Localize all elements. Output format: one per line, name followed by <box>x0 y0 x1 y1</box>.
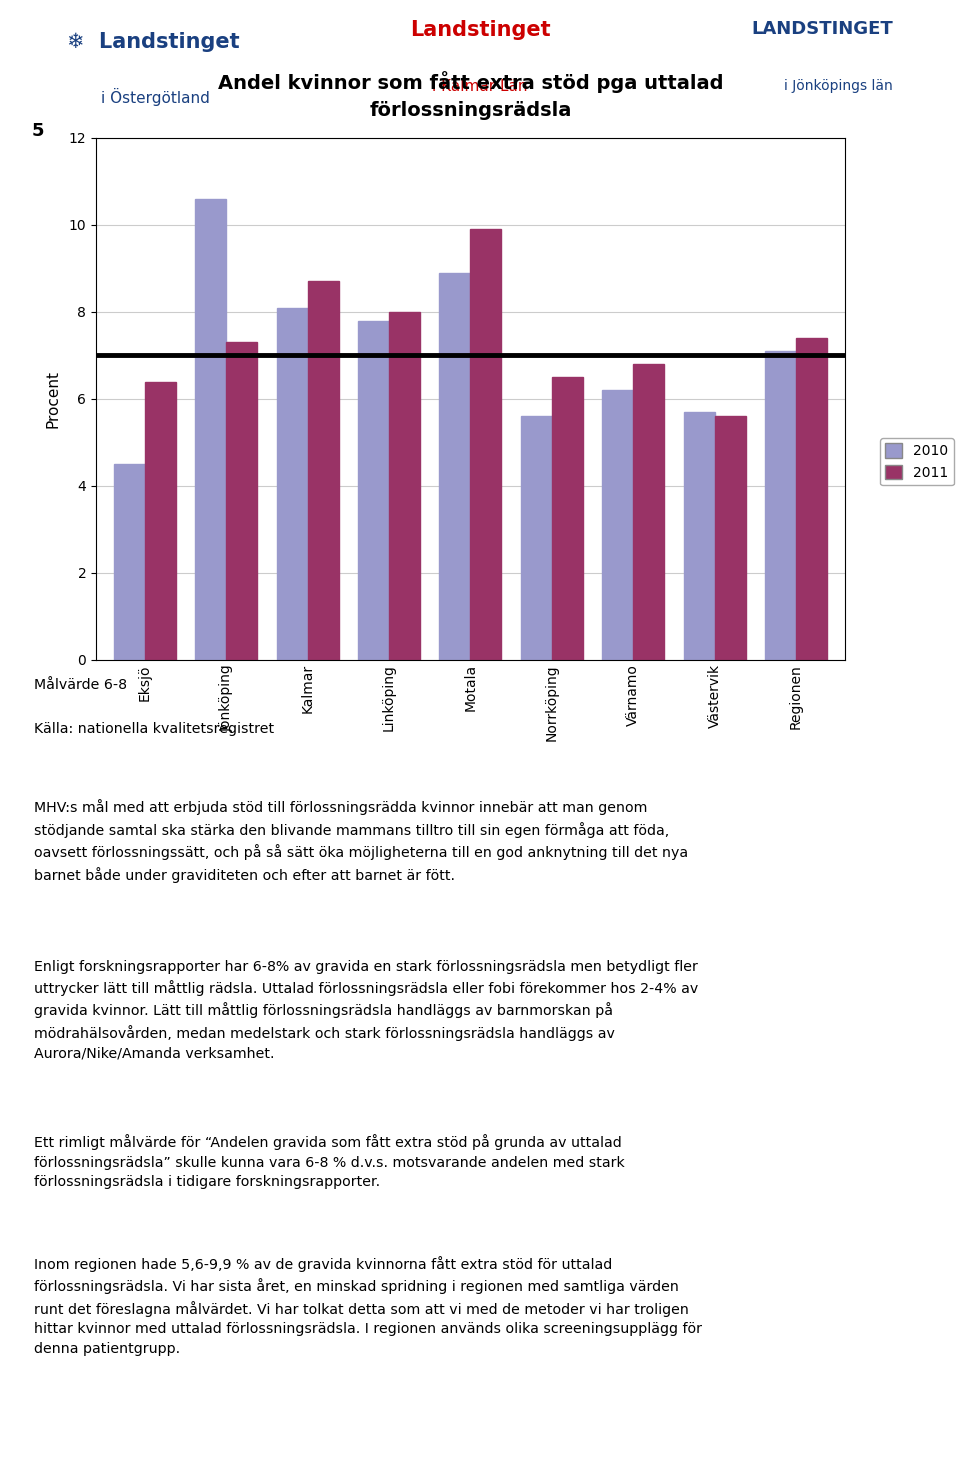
Text: i Kalmar Län: i Kalmar Län <box>432 79 528 93</box>
Text: i Jönköpings län: i Jönköpings län <box>784 79 893 93</box>
Text: Enligt forskningsrapporter har 6-8% av gravida en stark förlossningsrädsla men b: Enligt forskningsrapporter har 6-8% av g… <box>34 960 698 1060</box>
Bar <box>470 230 501 660</box>
Bar <box>389 311 420 660</box>
Bar <box>765 351 796 660</box>
Bar <box>684 412 714 660</box>
Bar <box>358 320 389 660</box>
Text: Ett rimligt målvärde för “Andelen gravida som fått extra stöd på grunda av uttal: Ett rimligt målvärde för “Andelen gravid… <box>34 1134 624 1189</box>
Bar <box>114 464 145 660</box>
Text: Landstinget: Landstinget <box>410 21 550 40</box>
Bar <box>521 417 552 660</box>
Bar <box>552 377 583 660</box>
Bar <box>227 343 257 660</box>
Bar <box>796 338 827 660</box>
Bar <box>307 282 339 660</box>
Legend: 2010, 2011: 2010, 2011 <box>879 437 954 485</box>
Text: LANDSTINGET: LANDSTINGET <box>751 21 893 39</box>
Bar <box>195 199 227 660</box>
Text: ❄  Landstinget: ❄ Landstinget <box>67 31 240 52</box>
Text: Källa: nationella kvalitetsregistret: Källa: nationella kvalitetsregistret <box>34 722 274 736</box>
Text: 5: 5 <box>32 122 44 139</box>
Text: Inom regionen hade 5,6-9,9 % av de gravida kvinnorna fått extra stöd för uttalad: Inom regionen hade 5,6-9,9 % av de gravi… <box>34 1256 702 1355</box>
Bar <box>145 381 176 660</box>
Text: MHV:s mål med att erbjuda stöd till förlossningsrädda kvinnor innebär att man ge: MHV:s mål med att erbjuda stöd till förl… <box>34 799 687 882</box>
Bar <box>602 390 634 660</box>
Y-axis label: Procent: Procent <box>45 369 60 429</box>
Bar <box>634 365 664 660</box>
Bar <box>440 273 470 660</box>
Title: Andel kvinnor som fått extra stöd pga uttalad
förlossningsrädsla: Andel kvinnor som fått extra stöd pga ut… <box>218 71 723 120</box>
Bar <box>276 307 307 660</box>
Bar <box>714 417 746 660</box>
Text: Målvärde 6-8: Målvärde 6-8 <box>34 678 127 691</box>
Text: i Östergötland: i Östergötland <box>101 87 209 105</box>
